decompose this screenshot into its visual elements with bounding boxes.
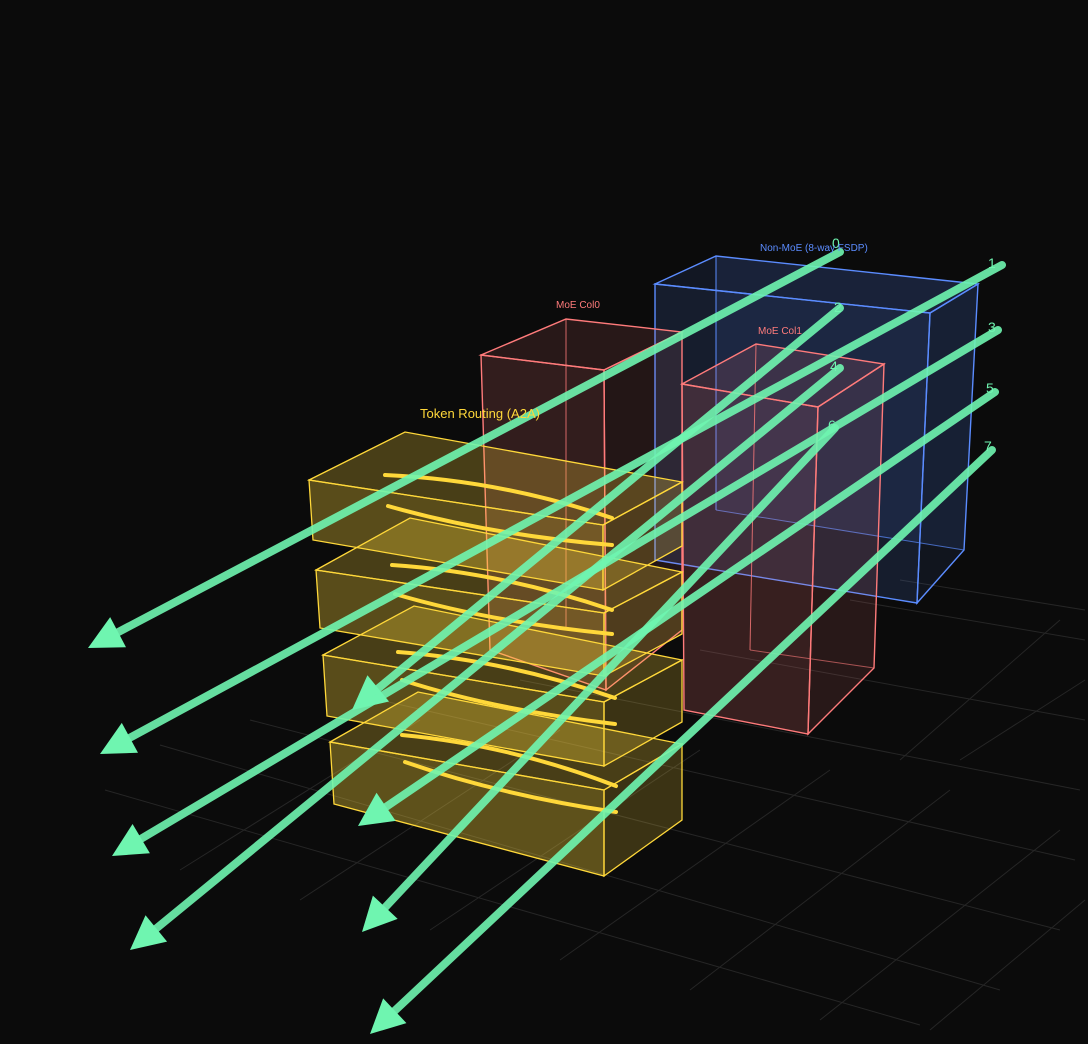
rank-arrow-shaft bbox=[114, 248, 844, 637]
rank-label-7: 7 bbox=[984, 438, 992, 454]
rank-arrow-head bbox=[358, 792, 396, 826]
rank-labels: 0 1 2 3 4 5 6 7 bbox=[828, 235, 996, 454]
rank-arrow-7 bbox=[370, 446, 996, 1034]
rank-arrow-head bbox=[112, 824, 150, 856]
rank-arrow-6 bbox=[362, 424, 839, 932]
rank-label-1: 1 bbox=[988, 255, 996, 271]
rank-arrows bbox=[88, 248, 1006, 1034]
rank-arrow-shaft bbox=[125, 261, 1006, 742]
rank-arrow-head bbox=[370, 998, 407, 1034]
token-routing-label: Token Routing (A2A) bbox=[420, 406, 540, 421]
non-moe-label: Non-MoE (8-way FSDP) bbox=[760, 243, 868, 254]
rank-arrow-shaft bbox=[390, 446, 996, 1015]
moe-col0-box bbox=[478, 318, 685, 692]
rank-arrow-head bbox=[100, 722, 138, 754]
moe-col0-label: MoE Col0 bbox=[556, 300, 600, 311]
rank-arrow-head bbox=[362, 895, 398, 932]
routing-slab-3 bbox=[321, 605, 684, 768]
rank-arrow-shaft bbox=[152, 364, 844, 933]
rank-arrow-shaft bbox=[374, 304, 844, 693]
rank-label-6: 6 bbox=[828, 417, 836, 433]
rank-arrow-4 bbox=[130, 364, 844, 950]
rank-arrow-head bbox=[88, 617, 127, 648]
rank-arrow-0 bbox=[88, 248, 844, 648]
rank-arrow-shaft bbox=[381, 424, 839, 912]
rank-arrow-shaft bbox=[382, 388, 999, 811]
non-moe-box bbox=[652, 255, 981, 605]
rank-arrow-shaft bbox=[137, 326, 1002, 843]
rank-arrow-5 bbox=[358, 388, 999, 826]
rank-label-3: 3 bbox=[988, 319, 996, 335]
moe-col1-label: MoE Col1 bbox=[758, 326, 802, 337]
rank-arrow-3 bbox=[112, 326, 1002, 856]
rank-label-4: 4 bbox=[830, 358, 838, 374]
rank-label-2: 2 bbox=[834, 299, 842, 315]
rank-arrow-1 bbox=[100, 261, 1006, 754]
rank-arrow-head bbox=[130, 915, 168, 950]
rank-label-0: 0 bbox=[832, 235, 840, 251]
rank-label-5: 5 bbox=[986, 380, 994, 396]
